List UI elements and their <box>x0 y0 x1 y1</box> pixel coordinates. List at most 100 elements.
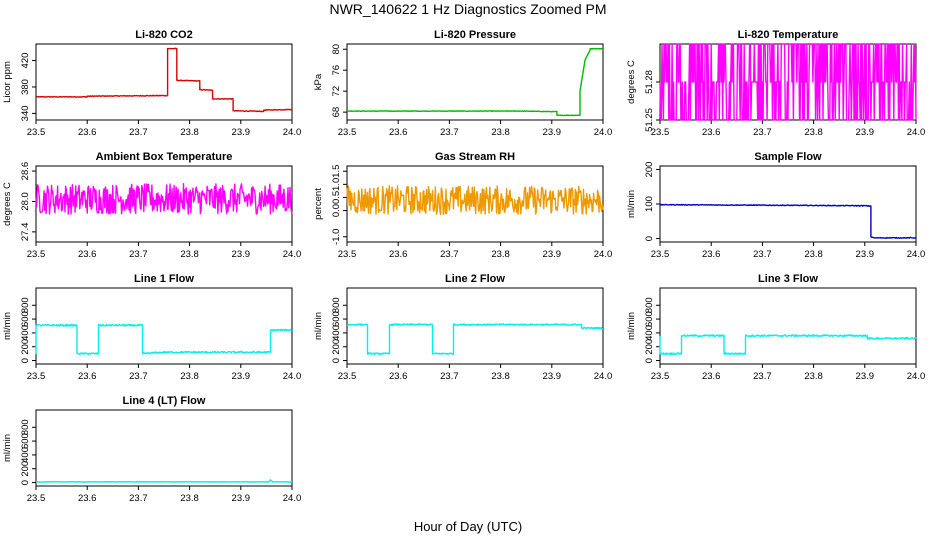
y-tick-label: 200 <box>20 461 31 477</box>
y-tick-label: 800 <box>331 297 342 313</box>
x-tick-label: 24.0 <box>907 371 926 382</box>
x-tick-label: 24.0 <box>283 127 302 138</box>
y-tick-label: 1.5 <box>331 165 342 178</box>
y-tick-label: 1.0 <box>331 178 342 191</box>
x-tick-label: 23.5 <box>651 127 670 138</box>
panel-title: Line 3 Flow <box>758 273 818 285</box>
x-tick-label: 23.9 <box>232 371 251 382</box>
chart-panel-sampleflow: Sample Flow 23.5 23.6 23.7 23.8 23.9 24.0 0 100 2… <box>626 151 925 260</box>
x-tick-label: 23.5 <box>27 127 46 138</box>
y-tick-label: 200 <box>644 339 655 355</box>
x-tick-label: 23.5 <box>338 249 357 260</box>
panel-title: Line 4 (LT) Flow <box>123 395 206 407</box>
x-tick-label: 23.8 <box>180 249 199 260</box>
y-tick-label: 600 <box>331 311 342 327</box>
y-tick-label: 27.4 <box>20 223 31 242</box>
plot-frame <box>659 165 917 243</box>
x-tick-label: 23.8 <box>180 371 199 382</box>
y-tick-label: 0.5 <box>331 191 342 204</box>
y-tick-label: 100 <box>644 196 655 212</box>
y-axis-label: ml/min <box>626 190 637 218</box>
x-tick-label: 24.0 <box>283 249 302 260</box>
x-tick-label: 23.8 <box>180 127 199 138</box>
y-tick-label: 0 <box>644 358 655 363</box>
plot-frame <box>35 43 293 121</box>
y-tick-label: 420 <box>20 53 31 69</box>
x-tick-label: 23.8 <box>804 127 823 138</box>
y-axis-label: ml/min <box>626 312 637 340</box>
y-tick-label: 28.6 <box>20 162 31 181</box>
y-axis-label: degrees C <box>2 182 13 226</box>
x-tick-label: 23.5 <box>338 371 357 382</box>
y-axis-label: degrees C <box>626 60 637 104</box>
y-tick-label: 380 <box>20 79 31 95</box>
figure-x-axis-title: Hour of Day (UTC) <box>414 519 522 534</box>
x-tick-label: 23.8 <box>491 127 510 138</box>
x-tick-label: 23.7 <box>753 127 772 138</box>
x-tick-label: 23.9 <box>543 371 562 382</box>
x-tick-label: 23.7 <box>753 371 772 382</box>
x-tick-label: 23.6 <box>389 127 408 138</box>
y-tick-label: 400 <box>644 325 655 341</box>
series-line-co2 <box>35 47 293 113</box>
x-tick-label: 23.6 <box>78 127 97 138</box>
chart-panel-line2: Line 2 Flow 23.5 23.6 23.7 23.8 23.9 24.0 0 2004… <box>313 273 612 382</box>
panel-title: Li-820 CO2 <box>135 29 192 41</box>
x-tick-label: 23.8 <box>491 249 510 260</box>
x-tick-label: 23.6 <box>78 371 97 382</box>
chart-panel-li820temp: Li-820 Temperature 23.5 23.6 23.7 23.8 23.9 24… <box>626 29 925 138</box>
plot-frame <box>35 409 293 487</box>
x-tick-label: 23.8 <box>491 371 510 382</box>
x-tick-label: 23.9 <box>543 249 562 260</box>
y-tick-label: 72 <box>331 86 342 97</box>
chart-panel-co2: Li-820 CO2 23.5 23.6 23.7 23.8 23.9 24.0 340 380… <box>2 29 301 138</box>
x-tick-label: 23.5 <box>651 249 670 260</box>
y-tick-label: -1.0 <box>331 229 342 245</box>
x-tick-label: 23.9 <box>232 127 251 138</box>
x-tick-label: 23.8 <box>804 249 823 260</box>
x-tick-label: 23.7 <box>129 493 148 504</box>
y-tick-label: 68 <box>331 107 342 118</box>
x-tick-label: 23.6 <box>389 371 408 382</box>
x-tick-label: 23.8 <box>180 493 199 504</box>
y-tick-label: 0 <box>331 358 342 363</box>
chart-panel-pressure: Li-820 Pressure 23.5 23.6 23.7 23.8 23.9 24.0 6… <box>313 29 612 138</box>
x-tick-label: 23.5 <box>651 371 670 382</box>
x-tick-label: 23.7 <box>129 127 148 138</box>
panel-title: Ambient Box Temperature <box>96 151 233 163</box>
y-tick-label: 200 <box>331 339 342 355</box>
x-tick-label: 23.5 <box>27 371 46 382</box>
x-tick-label: 23.5 <box>27 249 46 260</box>
x-tick-label: 23.7 <box>440 127 459 138</box>
x-tick-label: 23.6 <box>78 493 97 504</box>
y-tick-label: 0 <box>644 236 655 241</box>
x-tick-label: 23.9 <box>856 249 875 260</box>
y-tick-label: 340 <box>20 105 31 121</box>
y-axis-label: percent <box>313 188 324 220</box>
series-line-boxtemp <box>35 183 293 215</box>
x-tick-label: 23.5 <box>338 127 357 138</box>
figure-title: NWR_140622 1 Hz Diagnostics Zoomed PM <box>329 1 606 17</box>
y-tick-label: 200 <box>20 339 31 355</box>
y-tick-label: 0.0 <box>331 204 342 217</box>
y-tick-label: 0 <box>20 358 31 363</box>
x-tick-label: 23.6 <box>702 127 721 138</box>
series-line-rh <box>346 185 604 216</box>
y-tick-label: 600 <box>20 311 31 327</box>
chart-panel-boxtemp: Ambient Box Temperature 23.5 23.6 23.7 23.8 2… <box>2 151 301 260</box>
y-axis-label: ml/min <box>2 434 13 462</box>
chart-panel-line1: Line 1 Flow 23.5 23.6 23.7 23.8 23.9 24.0 0 2004… <box>2 273 301 382</box>
series-line-li820temp <box>659 43 917 121</box>
series-line-line4 <box>35 479 293 483</box>
panel-title: Li-820 Pressure <box>434 29 516 41</box>
x-tick-label: 24.0 <box>907 127 926 138</box>
y-axis-label: kPa <box>313 73 324 90</box>
y-tick-label: 76 <box>331 65 342 76</box>
x-tick-label: 23.7 <box>129 249 148 260</box>
y-tick-label: 800 <box>644 297 655 313</box>
plot-frame <box>346 287 604 365</box>
x-tick-label: 23.6 <box>702 249 721 260</box>
x-tick-label: 23.9 <box>232 493 251 504</box>
y-axis-label: ml/min <box>313 312 324 340</box>
y-tick-label: 28.0 <box>20 192 31 211</box>
